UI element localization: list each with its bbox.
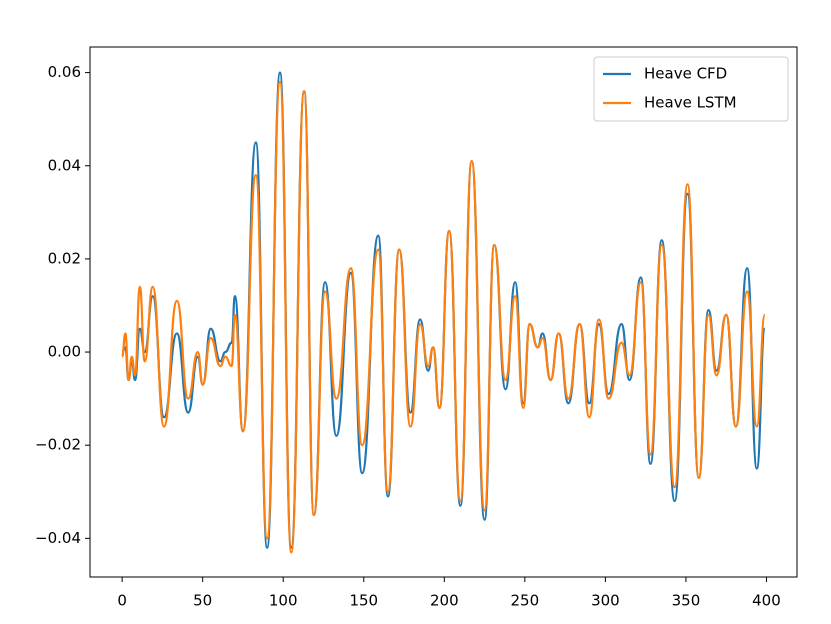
line-series — [121, 80, 766, 554]
y-tick-label: 0.04 — [48, 156, 81, 174]
y-tick-label: 0.06 — [48, 63, 81, 81]
x-tick-label: 0 — [117, 592, 127, 610]
y-tick-label: −0.02 — [35, 436, 81, 454]
x-tick-label: 350 — [672, 592, 701, 610]
x-tick-label: 150 — [349, 592, 378, 610]
x-tick-label: 200 — [430, 592, 459, 610]
x-tick-label: 300 — [591, 592, 620, 610]
x-tick-label: 50 — [193, 592, 212, 610]
y-tick-label: 0.02 — [48, 249, 81, 267]
legend-box — [593, 56, 789, 122]
legend-label: Heave LSTM — [644, 94, 737, 112]
x-tick-label: 100 — [269, 592, 298, 610]
y-tick-label: 0.00 — [48, 343, 81, 361]
legend-label: Heave CFD — [644, 65, 727, 83]
x-tick-label: 400 — [752, 592, 781, 610]
y-tick-label: −0.04 — [35, 529, 81, 547]
plot-frame — [89, 46, 798, 578]
x-tick-label: 250 — [511, 592, 540, 610]
